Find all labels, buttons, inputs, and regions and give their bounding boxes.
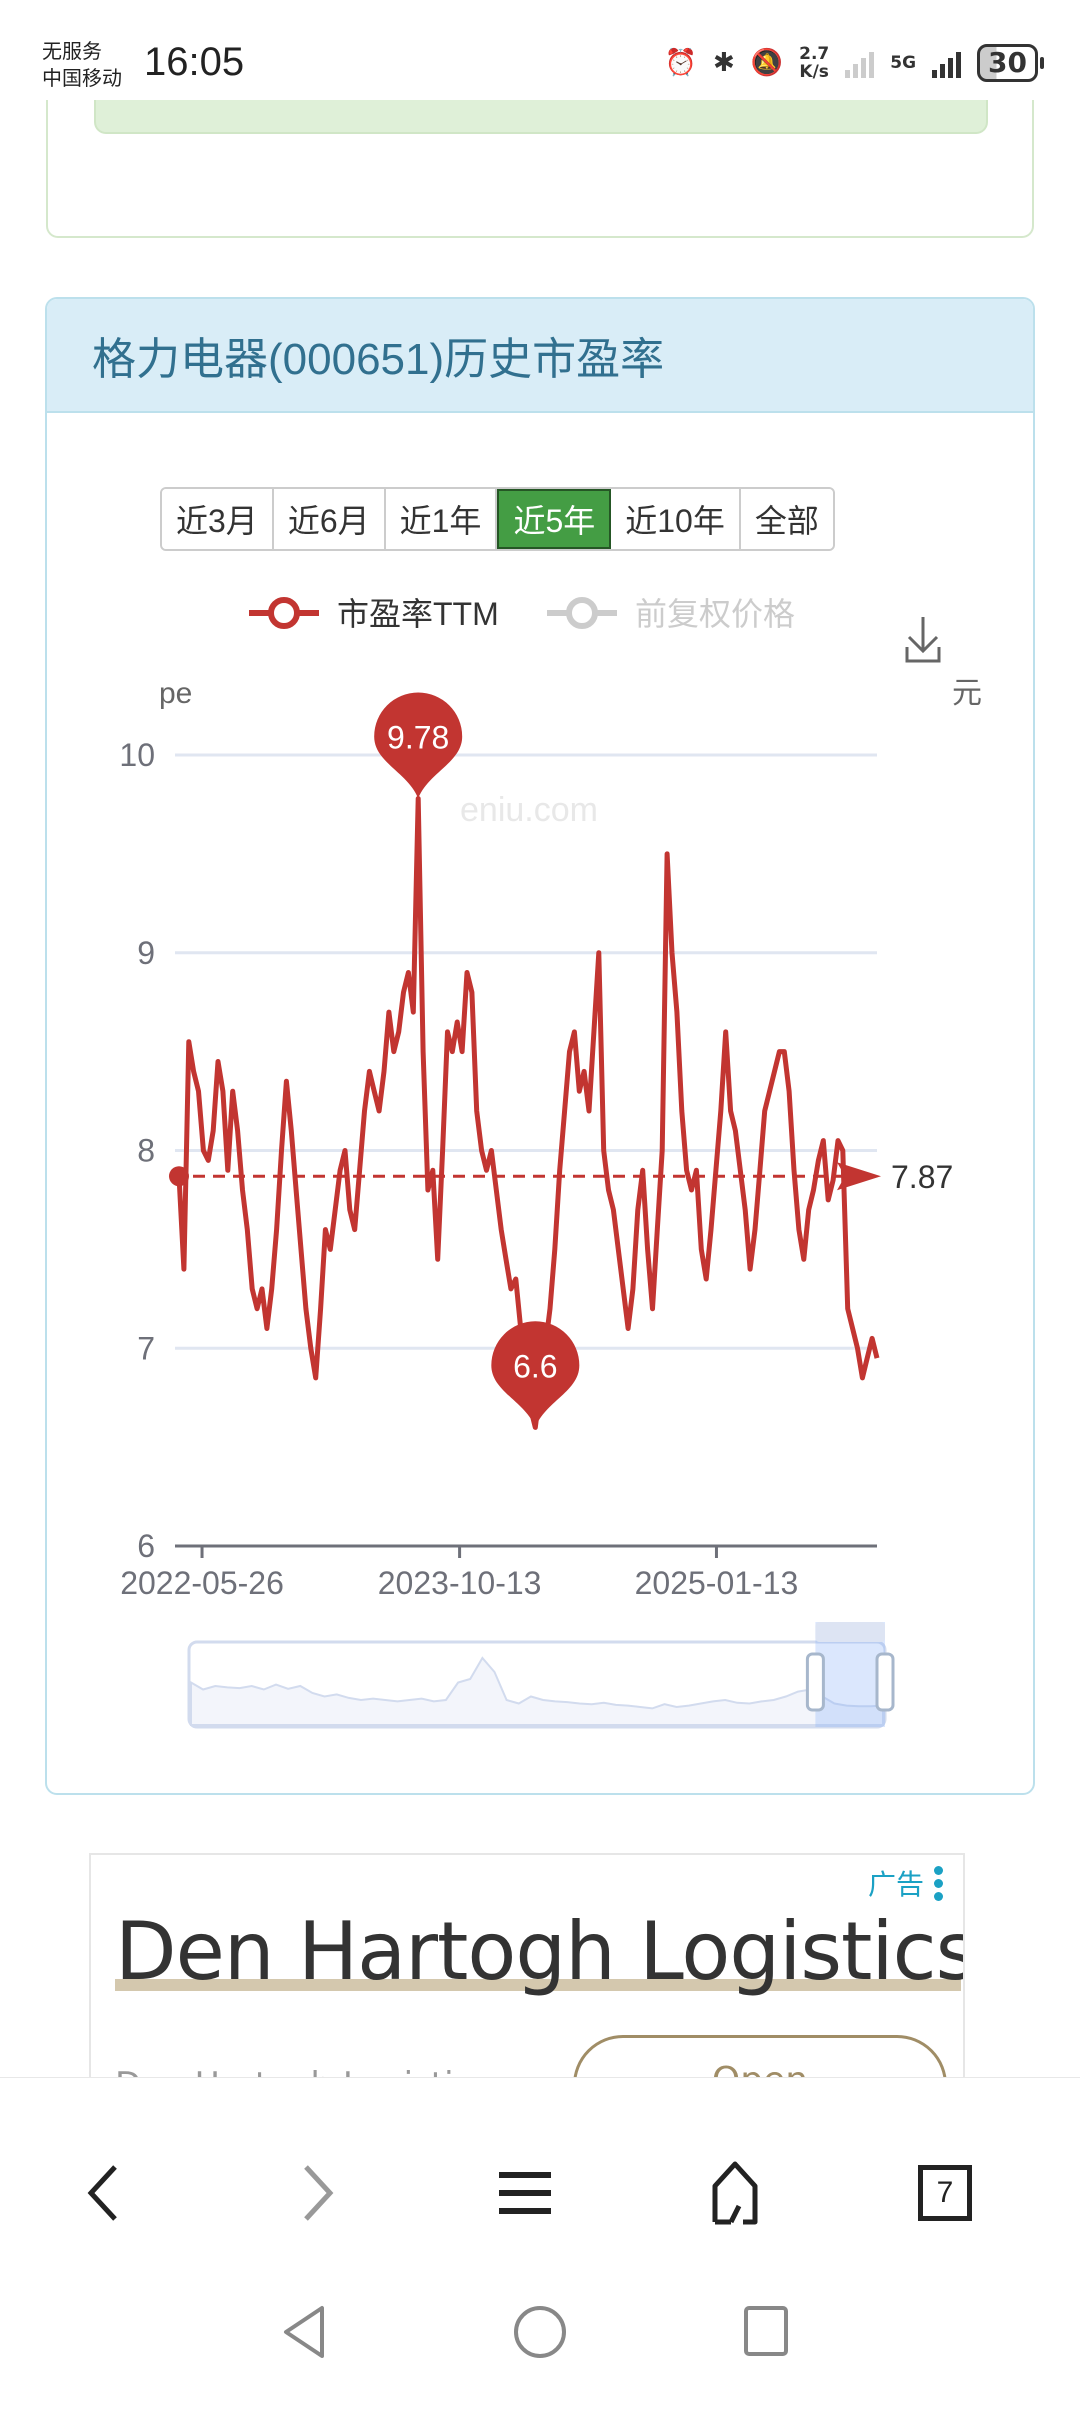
carrier-line-1: 无服务: [42, 39, 102, 63]
pe-history-card: 格力电器(000651)历史市盈率 近3月 近6月 近1年 近5年 近10年 全…: [45, 297, 1035, 1795]
page-title: 格力电器(000651)历史市盈率: [92, 335, 665, 384]
data-zoom-move-handle[interactable]: [815, 1622, 885, 1642]
ad-title-underline: [115, 1979, 961, 1991]
tabs-button[interactable]: 7: [910, 2158, 980, 2228]
bluetooth-icon: ✱: [712, 48, 735, 78]
data-zoom-right-handle[interactable]: [875, 1652, 895, 1712]
x-tick-label: 2025-01-13: [635, 1565, 799, 1601]
download-icon[interactable]: [905, 617, 941, 663]
ad-badge[interactable]: 广告: [868, 1863, 943, 1903]
average-mark-line: 7.87: [193, 1159, 953, 1195]
tabs-count: 7: [918, 2165, 972, 2221]
x-tick-label: 2022-05-26: [120, 1565, 284, 1601]
legend-pe-label: 市盈率TTM: [337, 596, 499, 632]
data-zoom-slider[interactable]: [187, 1622, 895, 1729]
pin-shape: [374, 692, 463, 799]
status-icons: ⏰ ✱ 🔕 2.7 K/s 5G 30: [664, 44, 1044, 82]
x-axis: 2022-05-26 2023-10-13 2025-01-13: [120, 1544, 877, 1601]
net-speed: 2.7 K/s: [799, 45, 829, 81]
x-tick-label: 2023-10-13: [378, 1565, 542, 1601]
ad-badge-text: 广告: [867, 1868, 924, 1901]
range-1y-button[interactable]: 近1年: [385, 489, 498, 549]
y-axis-label: pe: [159, 677, 192, 710]
legend-price-marker: [566, 597, 598, 629]
previous-card: [46, 100, 1034, 238]
forward-icon[interactable]: [283, 2158, 353, 2228]
series-start-point: [169, 1166, 189, 1187]
y-ticks: 6 7 8 9 10: [119, 737, 155, 1564]
nav-back-icon[interactable]: [270, 2297, 340, 2367]
menu-icon[interactable]: [490, 2158, 560, 2228]
pe-card-header: 格力电器(000651)历史市盈率: [47, 299, 1033, 413]
mark-points: 9.78 6.6: [374, 692, 580, 1428]
signal-sim1-icon: [845, 48, 875, 78]
pin-shape: [491, 1321, 580, 1428]
previous-card-alert: [94, 100, 988, 134]
battery-icon: 30: [977, 44, 1044, 82]
y-tick-label: 9: [137, 935, 155, 971]
ad-title[interactable]: Den Hartogh Logistics: [115, 1905, 965, 1998]
y-tick-label: 6: [137, 1528, 155, 1564]
data-zoom-left-handle[interactable]: [805, 1652, 825, 1712]
average-line-arrow: [837, 1162, 881, 1191]
average-line-label: 7.87: [891, 1159, 953, 1195]
nav-home-icon[interactable]: [505, 2297, 575, 2367]
mark-point-max[interactable]: 9.78: [374, 692, 463, 799]
range-3m-button[interactable]: 近3月: [162, 489, 274, 549]
legend-price-label: 前复权价格: [635, 596, 795, 632]
net-speed-unit: K/s: [799, 62, 829, 82]
bell-muted-icon: 🔕: [750, 48, 784, 78]
data-zoom-preview: [190, 1656, 884, 1726]
alarm-icon: ⏰: [664, 48, 697, 78]
legend-pe-marker: [268, 597, 300, 629]
y-axis-right-label: 元: [952, 677, 982, 710]
range-all-button[interactable]: 全部: [740, 489, 833, 549]
mark-point-min[interactable]: 6.6: [491, 1321, 580, 1428]
status-bar: 无服务 中国移动 16:05 ⏰ ✱ 🔕 2.7 K/s 5G 30: [0, 0, 1080, 110]
pin-label: 6.6: [513, 1348, 557, 1384]
ad-options-icon[interactable]: [934, 1865, 943, 1901]
range-10y-button[interactable]: 近10年: [611, 489, 741, 549]
home-icon[interactable]: [700, 2158, 770, 2228]
pin-label: 9.78: [387, 720, 449, 756]
system-nav-bar: [0, 2257, 1080, 2412]
carrier-info: 无服务 中国移动: [42, 38, 122, 92]
pe-chart[interactable]: 市盈率TTM 前复权价格 pe 元 eniu.com 6 7 8 9 10 2022-0…: [47, 299, 1035, 1795]
grid: [175, 753, 877, 1350]
legend: 市盈率TTM 前复权价格: [249, 596, 795, 632]
nav-recents-icon[interactable]: [730, 2297, 800, 2367]
range-selector: 近3月 近6月 近1年 近5年 近10年 全部: [160, 487, 835, 551]
legend-item-pe[interactable]: 市盈率TTM: [249, 596, 499, 632]
watermark: eniu.com: [460, 791, 598, 829]
browser-toolbar: 7: [0, 2077, 1080, 2257]
clock: 16:05: [144, 40, 245, 84]
back-icon[interactable]: [68, 2158, 138, 2228]
net-speed-value: 2.7: [799, 44, 830, 64]
range-5y-button[interactable]: 近5年: [497, 489, 612, 549]
y-tick-label: 10: [119, 737, 155, 773]
y-tick-label: 7: [137, 1330, 155, 1366]
network-type: 5G: [890, 53, 917, 73]
carrier-line-2: 中国移动: [42, 66, 122, 90]
range-6m-button[interactable]: 近6月: [273, 489, 386, 549]
signal-5g-icon: [932, 48, 962, 78]
legend-item-price[interactable]: 前复权价格: [547, 596, 795, 632]
y-tick-label: 8: [137, 1133, 155, 1169]
